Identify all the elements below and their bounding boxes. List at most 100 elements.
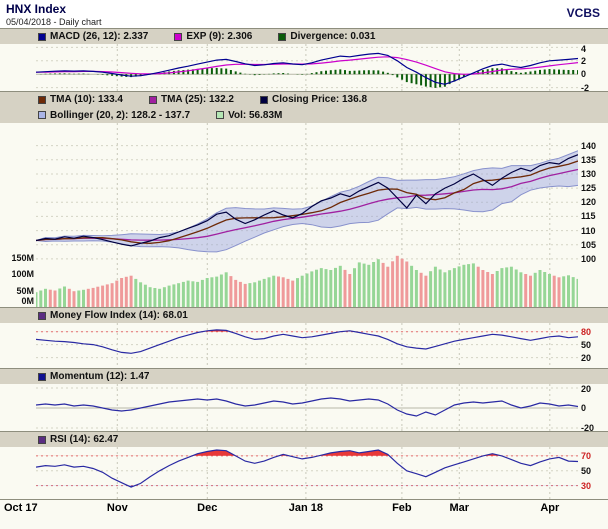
y-axis-tick: 140 <box>581 140 597 151</box>
legend-label: Momentum (12): 1.47 <box>50 371 150 382</box>
legend-item: Closing Price: 136.8 <box>259 94 368 105</box>
legend-swatch-icon <box>38 95 46 104</box>
macd-plot <box>36 44 578 91</box>
legend-swatch-icon <box>148 95 157 104</box>
volume-y-axis: 150M 100M 50M 0M <box>0 123 36 307</box>
momentum-plot <box>36 384 578 431</box>
price-y-axis: 140 135 130 125 120 115 110 105 100 <box>578 123 608 307</box>
mfi-y-axis: 80 50 20 <box>578 323 608 368</box>
legend-label: TMA (25): 132.2 <box>160 94 234 105</box>
y-axis-tick: 20 <box>581 352 592 363</box>
legend-item: TMA (10): 133.4 <box>38 94 123 105</box>
legend-label: Bollinger (20, 2): 128.2 - 137.7 <box>50 109 191 121</box>
chart-subtitle: 05/04/2018 - Daily chart <box>6 17 102 27</box>
y-axis-tick: 0 <box>581 69 587 80</box>
rsi-plot <box>36 447 578 499</box>
mfi-panel: Money Flow Index (14): 68.01 80 50 20 <box>0 307 608 368</box>
volume-axis-tick: 0M <box>21 296 34 306</box>
macd-legend: MACD (26, 12): 2.337 EXP (9): 2.306 Diverg… <box>0 28 608 44</box>
legend-item: Bollinger (20, 2): 128.2 - 137.7 <box>38 110 190 121</box>
volume-axis-tick: 50M <box>16 285 34 296</box>
y-axis-tick: 100 <box>581 253 597 264</box>
y-axis-tick: 20 <box>581 384 592 394</box>
y-axis-tick: 70 <box>581 450 592 461</box>
legend-swatch-icon <box>38 111 46 119</box>
rsi-left-gutter <box>0 447 36 499</box>
y-axis-tick: 80 <box>581 326 592 337</box>
y-axis-tick: 2 <box>581 55 587 66</box>
y-axis-tick: 105 <box>581 239 597 250</box>
legend-item: Momentum (12): 1.47 <box>38 371 149 382</box>
legend-item: EXP (9): 2.306 <box>174 31 252 42</box>
y-axis-tick: 135 <box>581 154 597 165</box>
legend-swatch-icon <box>278 32 287 41</box>
y-axis-tick: 4 <box>581 44 587 54</box>
price-panel: TMA (10): 133.4 TMA (25): 132.2 Closing Pr… <box>0 91 608 307</box>
volume-axis-tick: 150M <box>11 252 34 263</box>
y-axis-tick: 110 <box>581 225 596 236</box>
y-axis-tick: 120 <box>581 197 597 208</box>
legend-swatch-icon <box>38 311 46 320</box>
chart-area: MACD (26, 12): 2.337 EXP (9): 2.306 Diverg… <box>0 28 608 529</box>
mfi-legend: Money Flow Index (14): 68.01 <box>0 307 608 323</box>
legend-item: Vol: 56.83M <box>216 110 282 121</box>
rsi-panel: RSI (14): 62.47 70 50 30 <box>0 431 608 499</box>
rsi-legend: RSI (14): 62.47 <box>0 431 608 447</box>
x-axis-label: Apr <box>540 502 560 514</box>
y-axis-tick: 0 <box>581 403 587 413</box>
bottom-padding <box>0 516 608 529</box>
legend-item: Divergence: 0.031 <box>278 31 375 42</box>
x-axis: Oct 17 Nov Dec Jan 18 Feb Mar Apr <box>0 499 608 516</box>
header: HNX Index 05/04/2018 - Daily chart VCBS <box>0 0 608 28</box>
y-axis-tick: 50 <box>581 465 592 476</box>
y-axis-tick: -20 <box>581 423 595 433</box>
legend-item: MACD (26, 12): 2.337 <box>38 31 148 42</box>
legend-swatch-icon <box>216 111 225 119</box>
mfi-left-gutter <box>0 323 36 368</box>
legend-label: EXP (9): 2.306 <box>186 31 253 42</box>
x-axis-label: Feb <box>392 502 412 514</box>
x-axis-label: Nov <box>106 502 128 514</box>
macd-left-gutter <box>0 44 36 91</box>
legend-swatch-icon <box>38 32 46 41</box>
legend-swatch-icon <box>38 435 46 444</box>
legend-label: MACD (26, 12): 2.337 <box>50 31 149 42</box>
y-axis-tick: -2 <box>581 82 590 93</box>
legend-item: Money Flow Index (14): 68.01 <box>38 310 188 321</box>
macd-y-axis: 4 2 0 -2 <box>578 44 608 93</box>
momentum-left-gutter <box>0 384 36 431</box>
legend-label: Vol: 56.83M <box>228 109 283 121</box>
legend-label: RSI (14): 62.47 <box>50 434 119 445</box>
price-legend-row-2: Bollinger (20, 2): 128.2 - 137.7 Vol: 56.… <box>0 107 608 123</box>
legend-item: RSI (14): 62.47 <box>38 434 118 445</box>
legend-swatch-icon <box>174 32 183 41</box>
volume-axis-tick: 100M <box>11 269 34 279</box>
momentum-y-axis: 20 0 -20 <box>578 384 608 433</box>
macd-panel: MACD (26, 12): 2.337 EXP (9): 2.306 Diverg… <box>0 28 608 93</box>
x-axis-label: Oct 17 <box>4 502 38 514</box>
x-axis-label: Dec <box>197 502 218 514</box>
legend-swatch-icon <box>259 95 268 104</box>
legend-label: TMA (10): 133.4 <box>50 94 123 105</box>
y-axis-tick: 125 <box>581 183 597 194</box>
y-axis-tick: 115 <box>581 211 596 222</box>
rsi-y-axis: 70 50 30 <box>578 447 608 499</box>
price-legend-row-1: TMA (10): 133.4 TMA (25): 132.2 Closing Pr… <box>0 91 608 107</box>
y-axis-tick: 30 <box>581 480 592 491</box>
chart-title: HNX Index <box>6 2 67 16</box>
legend-swatch-icon <box>38 372 46 381</box>
legend-item: TMA (25): 132.2 <box>148 94 234 105</box>
title-block: HNX Index 05/04/2018 - Daily chart <box>6 3 102 27</box>
momentum-panel: Momentum (12): 1.47 20 0 -20 <box>0 368 608 433</box>
x-axis-label: Mar <box>449 502 470 514</box>
y-axis-tick: 130 <box>581 168 597 179</box>
legend-label: Closing Price: 136.8 <box>271 94 368 105</box>
momentum-legend: Momentum (12): 1.47 <box>0 368 608 384</box>
x-axis-label: Jan 18 <box>288 502 324 514</box>
price-plot <box>36 123 578 307</box>
mfi-plot <box>36 323 578 368</box>
legend-label: Money Flow Index (14): 68.01 <box>50 310 188 321</box>
legend-label: Divergence: 0.031 <box>290 31 376 42</box>
y-axis-tick: 50 <box>581 339 592 350</box>
